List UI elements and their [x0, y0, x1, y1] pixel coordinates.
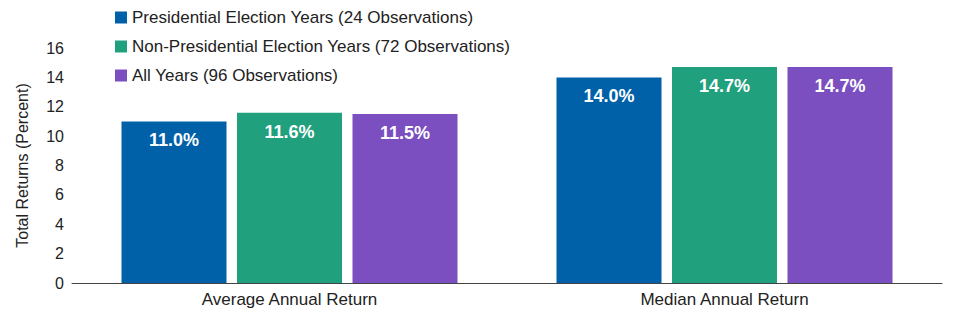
svg-text:2: 2 [55, 245, 64, 262]
svg-text:11.0%: 11.0% [149, 130, 199, 150]
svg-text:10: 10 [46, 128, 64, 145]
svg-text:14.7%: 14.7% [699, 76, 750, 96]
svg-text:All Years (96 Observations): All Years (96 Observations) [132, 66, 338, 85]
svg-text:0: 0 [55, 275, 64, 292]
svg-text:4: 4 [55, 216, 64, 233]
svg-text:Total Returns (Percent): Total Returns (Percent) [14, 83, 31, 248]
svg-text:6: 6 [55, 186, 64, 203]
svg-text:8: 8 [55, 157, 64, 174]
svg-text:11.5%: 11.5% [380, 123, 430, 143]
svg-text:14: 14 [46, 69, 64, 86]
svg-text:14.7%: 14.7% [814, 76, 865, 96]
svg-text:Presidential Election Years (2: Presidential Election Years (24 Observat… [132, 8, 473, 27]
svg-text:Median Annual Return: Median Annual Return [640, 290, 808, 309]
svg-text:14.0%: 14.0% [583, 86, 634, 106]
svg-text:11.6%: 11.6% [264, 122, 314, 142]
svg-text:16: 16 [46, 40, 64, 57]
svg-text:Non-Presidential Election Year: Non-Presidential Election Years (72 Obse… [132, 37, 510, 56]
svg-text:12: 12 [46, 98, 64, 115]
svg-text:Average Annual Return: Average Annual Return [202, 290, 377, 309]
